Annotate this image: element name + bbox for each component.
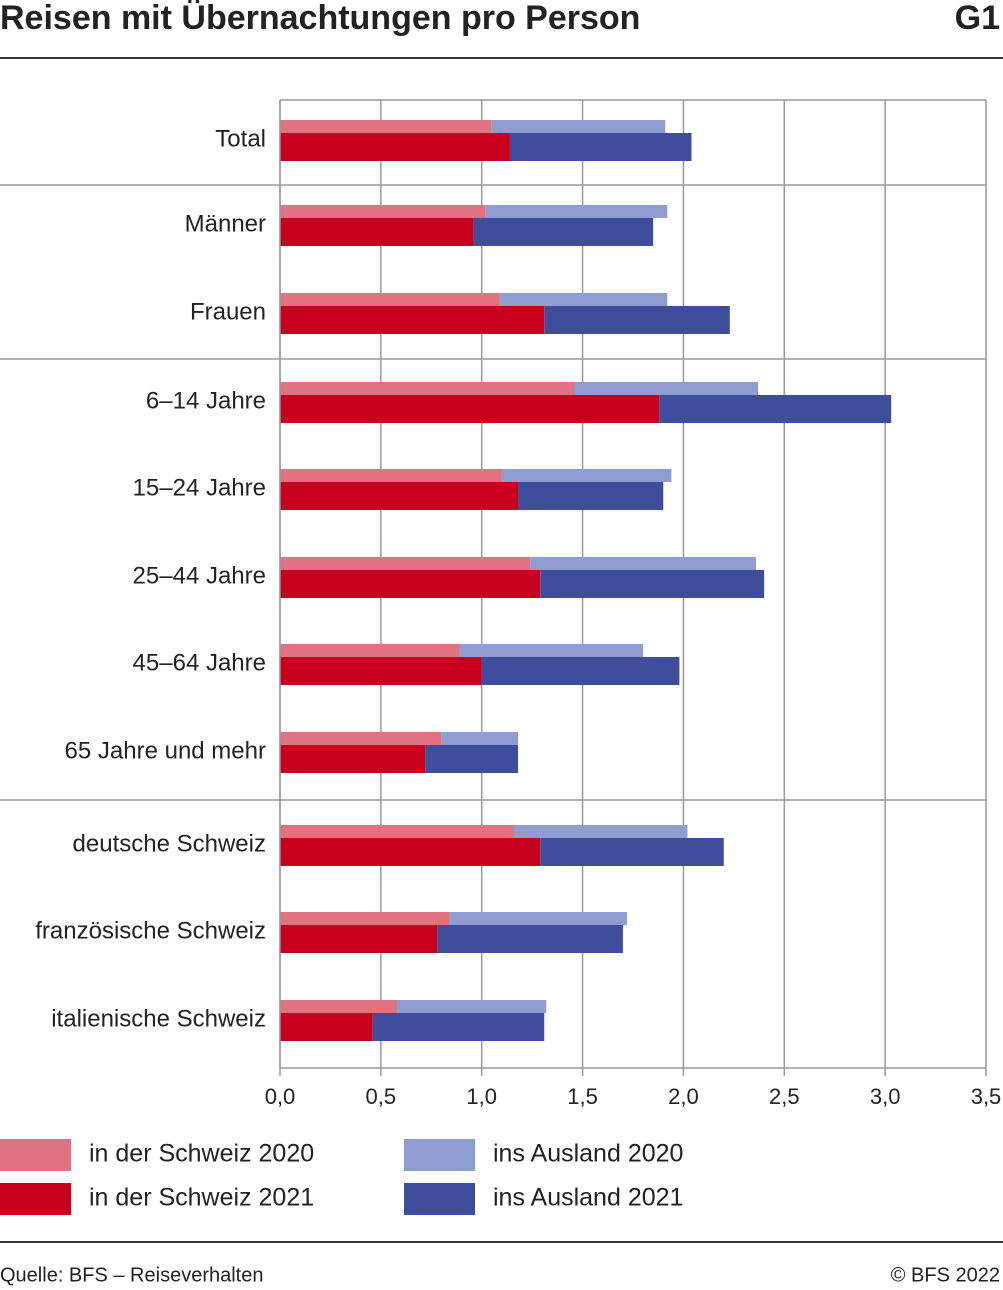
bar-segment xyxy=(481,657,680,685)
legend-swatch xyxy=(404,1183,475,1215)
bar-segment xyxy=(280,644,460,657)
bar-segment xyxy=(396,1000,547,1013)
bar-segment xyxy=(574,382,759,395)
bar-segment xyxy=(280,120,492,133)
bar-segment xyxy=(540,570,765,598)
bar-segment xyxy=(544,306,730,334)
category-label: 25–44 Jahre xyxy=(133,562,266,589)
legend-label: ins Ausland 2020 xyxy=(493,1140,683,1168)
x-tick-label: 3,0 xyxy=(870,1084,901,1109)
bar-segment xyxy=(280,382,575,395)
bar-segment xyxy=(280,482,519,510)
bar-segment xyxy=(459,644,644,657)
bar-segment xyxy=(280,557,531,570)
bar-segment xyxy=(499,293,668,306)
bar-segment xyxy=(437,925,623,953)
category-label: 65 Jahre und mehr xyxy=(65,737,266,764)
category-label: 45–64 Jahre xyxy=(133,649,266,676)
x-tick-label: 2,5 xyxy=(769,1084,800,1109)
category-label: Total xyxy=(215,125,266,152)
bar-segment xyxy=(441,732,519,745)
category-label: Männer xyxy=(185,210,266,237)
x-tick-label: 0,0 xyxy=(265,1084,296,1109)
bar-segment xyxy=(280,657,482,685)
legend-swatch xyxy=(0,1139,71,1171)
bar-segment xyxy=(280,218,474,246)
bar-segment xyxy=(280,912,450,925)
bar-segment xyxy=(501,469,672,482)
category-label: italienische Schweiz xyxy=(51,1005,266,1032)
bar-segment xyxy=(425,745,519,773)
chart-id: G1 xyxy=(955,0,1000,37)
bar-segment xyxy=(280,732,442,745)
category-label: Frauen xyxy=(190,298,266,325)
x-tick-label: 1,5 xyxy=(567,1084,598,1109)
x-tick-label: 2,0 xyxy=(668,1084,699,1109)
bar-segment xyxy=(473,218,654,246)
bar-segment xyxy=(449,912,627,925)
bar-segment xyxy=(530,557,757,570)
bar-segment xyxy=(280,925,438,953)
category-label: deutsche Schweiz xyxy=(73,830,266,857)
bar-segment xyxy=(280,133,510,161)
bar-segment xyxy=(280,825,514,838)
category-label: 6–14 Jahre xyxy=(146,387,266,414)
bar-segment xyxy=(280,570,541,598)
bar-segment xyxy=(280,838,541,866)
bar-segment xyxy=(280,1013,373,1041)
category-label: französische Schweiz xyxy=(35,917,266,944)
source: Quelle: BFS – Reiseverhalten xyxy=(0,1264,263,1286)
bar-segment xyxy=(485,205,668,218)
bar-segment xyxy=(280,745,426,773)
bar-segment xyxy=(280,293,500,306)
chart-title: Reisen mit Übernachtungen pro Person xyxy=(0,0,640,37)
bar-segment xyxy=(659,395,892,423)
bar-segment xyxy=(280,1000,397,1013)
legend-label: ins Ausland 2021 xyxy=(493,1184,683,1212)
bar-segment xyxy=(509,133,692,161)
bar-segment xyxy=(372,1013,545,1041)
bar-segment xyxy=(280,395,660,423)
x-tick-label: 3,5 xyxy=(971,1084,1002,1109)
bar-segment xyxy=(280,306,545,334)
legend-label: in der Schweiz 2021 xyxy=(89,1184,314,1212)
legend-swatch xyxy=(0,1183,71,1215)
legend-label: in der Schweiz 2020 xyxy=(89,1140,314,1168)
bar-segment xyxy=(280,469,502,482)
category-label: 15–24 Jahre xyxy=(133,474,266,501)
x-tick-label: 0,5 xyxy=(366,1084,397,1109)
bar-segment xyxy=(280,205,486,218)
bar-segment xyxy=(513,825,688,838)
bar-segment xyxy=(518,482,664,510)
bar-segment xyxy=(540,838,724,866)
x-tick-label: 1,0 xyxy=(466,1084,497,1109)
legend-swatch xyxy=(404,1139,475,1171)
copyright: © BFS 2022 xyxy=(891,1264,1000,1286)
bar-segment xyxy=(491,120,666,133)
